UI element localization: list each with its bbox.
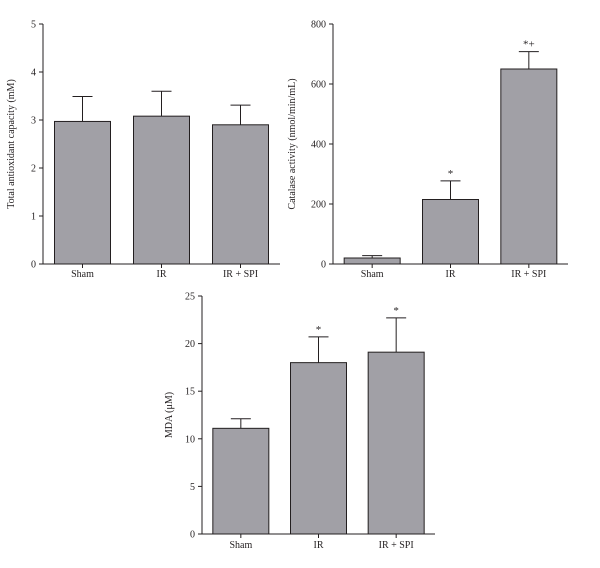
bar xyxy=(54,120,111,265)
y-tick-label: 20 xyxy=(185,339,195,350)
y-tick-label: 400 xyxy=(311,140,326,151)
significance-marker: * xyxy=(393,305,399,317)
chart-catalase-activity: 0 200 400 600 800 Catalase activity (nmol/min… xyxy=(287,20,568,280)
category-label: IR + SPI xyxy=(511,269,546,280)
y-tick-label: 800 xyxy=(311,20,326,31)
bar xyxy=(133,115,190,265)
y-axis-label: Catalase activity (nmol/min/mL) xyxy=(287,78,298,209)
y-tick-label: 15 xyxy=(185,387,195,398)
chart-total-antioxidant-capacity: 0 1 2 3 4 5 Total antioxidant capacity (mM) Sha… xyxy=(6,20,280,280)
y-axis-label: Total antioxidant capacity (mM) xyxy=(6,79,17,209)
chart-mda: 0 5 10 15 20 25 MDA (μM) Sham IR * IR + SPI * xyxy=(164,292,435,551)
bar xyxy=(343,257,401,265)
category-label: IR xyxy=(157,269,167,280)
bar xyxy=(500,68,558,265)
y-tick-label: 0 xyxy=(321,260,326,271)
y-tick-label: 25 xyxy=(185,292,195,303)
category-label: IR xyxy=(446,269,456,280)
y-tick-label: 0 xyxy=(190,530,195,541)
y-tick-label: 600 xyxy=(311,80,326,91)
y-tick-label: 2 xyxy=(31,164,36,175)
bar xyxy=(422,199,479,265)
y-tick-label: 4 xyxy=(31,68,36,79)
category-label: Sham xyxy=(71,269,94,280)
significance-marker: * xyxy=(316,324,322,336)
bar xyxy=(290,362,347,535)
bar xyxy=(212,124,269,265)
y-tick-label: 10 xyxy=(185,434,195,445)
category-label: IR xyxy=(314,540,324,551)
y-tick-label: 0 xyxy=(31,260,36,271)
bar xyxy=(212,427,270,535)
y-tick-label: 5 xyxy=(190,482,195,493)
bar xyxy=(367,351,425,535)
category-label: Sham xyxy=(361,269,384,280)
y-tick-label: 5 xyxy=(31,20,36,31)
significance-marker: * xyxy=(448,168,454,180)
y-axis-label: MDA (μM) xyxy=(164,392,175,438)
category-label: IR + SPI xyxy=(379,540,414,551)
category-label: Sham xyxy=(229,540,252,551)
category-label: IR + SPI xyxy=(223,269,258,280)
y-tick-label: 200 xyxy=(311,200,326,211)
significance-marker: *+ xyxy=(523,39,535,51)
y-tick-label: 3 xyxy=(31,116,36,127)
y-tick-label: 1 xyxy=(31,212,36,223)
